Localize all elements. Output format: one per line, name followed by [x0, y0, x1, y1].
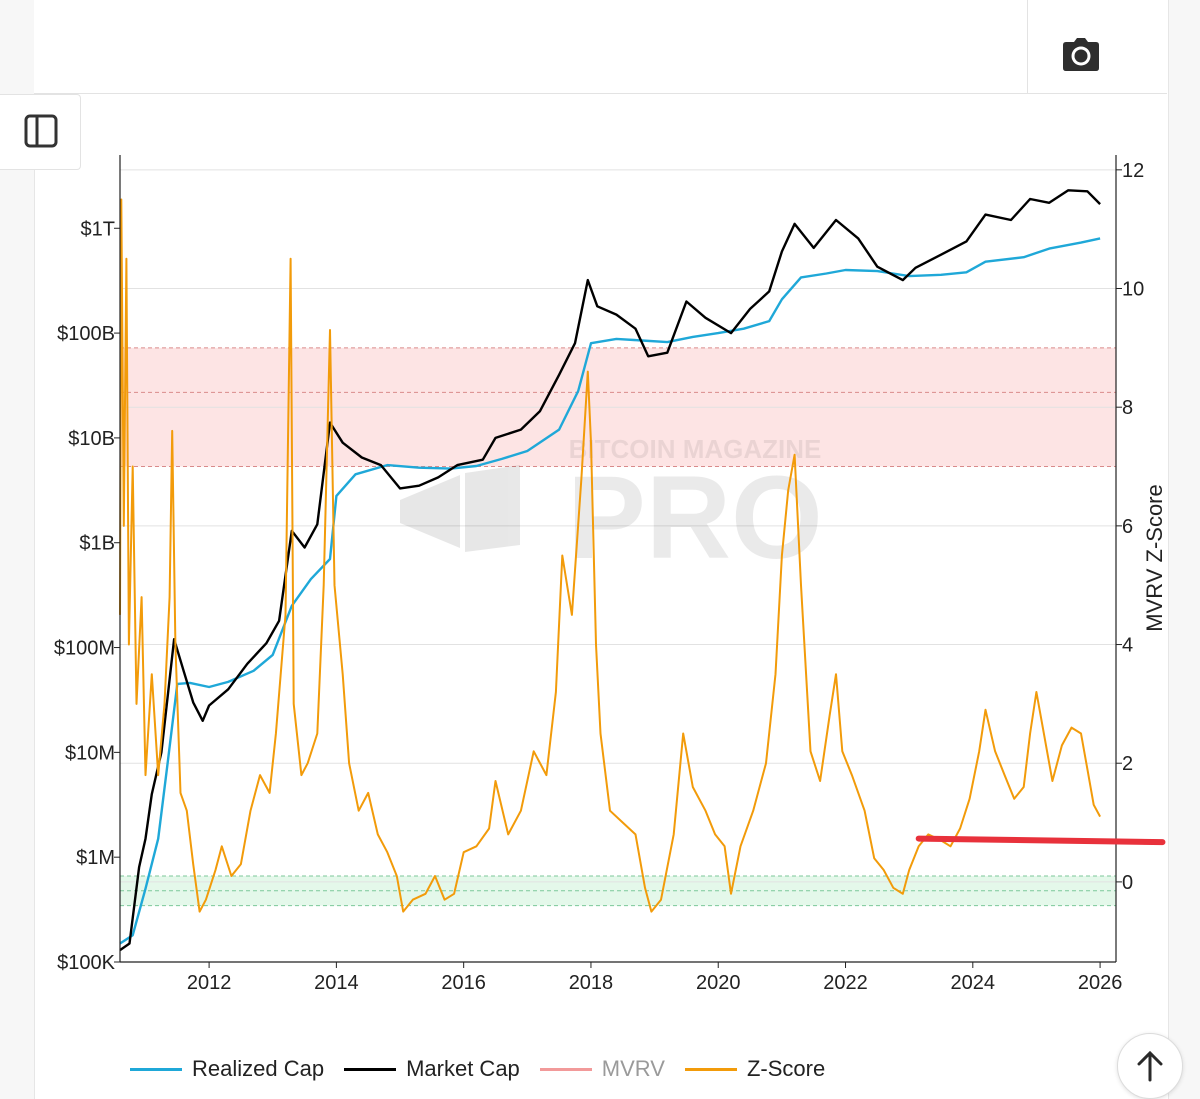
annotation — [915, 835, 1166, 846]
legend-item-market-cap[interactable]: Market Cap — [344, 1056, 520, 1082]
legend-swatch — [684, 1067, 737, 1071]
watermark-top: BITCOIN MAGAZINE — [569, 434, 822, 464]
toolbar-divider — [1027, 0, 1028, 93]
y-right-tick-label: 6 — [1122, 516, 1133, 538]
legend-item-z-score[interactable]: Z-Score — [684, 1056, 826, 1082]
y-left-tick-label: $1M — [76, 847, 115, 869]
series-z-score-line — [119, 198, 1101, 913]
y-left-tick-label: $10M — [65, 742, 115, 764]
scroll-to-top-button[interactable] — [1117, 1033, 1183, 1099]
watermark: BITCOIN MAGAZINE PRO — [400, 434, 823, 584]
legend-label: MVRV — [601, 1056, 665, 1081]
chart-card — [34, 0, 1169, 1099]
arrow-up-icon — [1137, 1050, 1163, 1082]
y-left-tick-label: $10B — [68, 428, 115, 450]
grid-lines — [120, 169, 1116, 883]
y-right-tick-label: 2 — [1122, 753, 1133, 775]
x-tick-label: 2018 — [569, 972, 614, 994]
x-tick-label: 2014 — [314, 972, 359, 994]
legend-swatch — [539, 1067, 592, 1071]
x-tick-label: 2024 — [951, 972, 996, 994]
legend: Realized Cap Market Cap MVRV Z-Score — [130, 1052, 845, 1086]
legend-swatch — [344, 1067, 397, 1071]
y-left-tick-label: $1T — [81, 218, 115, 240]
series-realized-cap-line — [119, 237, 1101, 945]
mvrv-zscore-chart: BITCOIN MAGAZINE PRO 2012 2014 2016 2018 202… — [54, 155, 1167, 994]
x-tick-label: 2016 — [441, 972, 486, 994]
series-market-cap-line — [119, 189, 1101, 952]
camera-icon[interactable] — [1062, 38, 1100, 72]
series-lines — [119, 189, 1101, 952]
y-right-tick-label: 0 — [1122, 872, 1133, 894]
y-right-axis-label: MVRV Z-Score — [1142, 484, 1167, 632]
annotation-red-line — [915, 835, 1166, 846]
legend-item-mvrv[interactable]: MVRV — [539, 1056, 665, 1082]
axes: 2012 2014 2016 2018 2020 2022 2024 2026$100K$1M… — [54, 155, 1167, 994]
y-right-tick-label: 10 — [1122, 279, 1144, 301]
legend-swatch — [130, 1067, 182, 1071]
toolbar — [34, 0, 1167, 94]
y-left-tick-label: $100M — [54, 638, 115, 660]
x-tick-label: 2020 — [696, 972, 741, 994]
sidebar-toggle-button[interactable] — [0, 94, 81, 170]
watermark-main: PRO — [567, 452, 823, 584]
zone-bands — [120, 347, 1116, 907]
y-left-tick-label: $100K — [57, 952, 115, 974]
y-left-tick-label: $1B — [79, 533, 115, 555]
x-tick-label: 2022 — [823, 972, 868, 994]
y-right-tick-label: 8 — [1122, 397, 1133, 419]
legend-label: Market Cap — [406, 1056, 520, 1081]
y-right-tick-label: 4 — [1122, 635, 1133, 657]
y-right-tick-label: 12 — [1122, 160, 1144, 182]
legend-label: Z-Score — [746, 1056, 826, 1081]
sidebar-toggle-icon — [24, 114, 58, 148]
legend-label: Realized Cap — [192, 1056, 325, 1081]
x-tick-label: 2026 — [1078, 972, 1123, 994]
legend-item-realized-cap[interactable]: Realized Cap — [130, 1056, 324, 1082]
x-tick-label: 2012 — [187, 972, 232, 994]
y-left-tick-label: $100B — [57, 323, 115, 345]
